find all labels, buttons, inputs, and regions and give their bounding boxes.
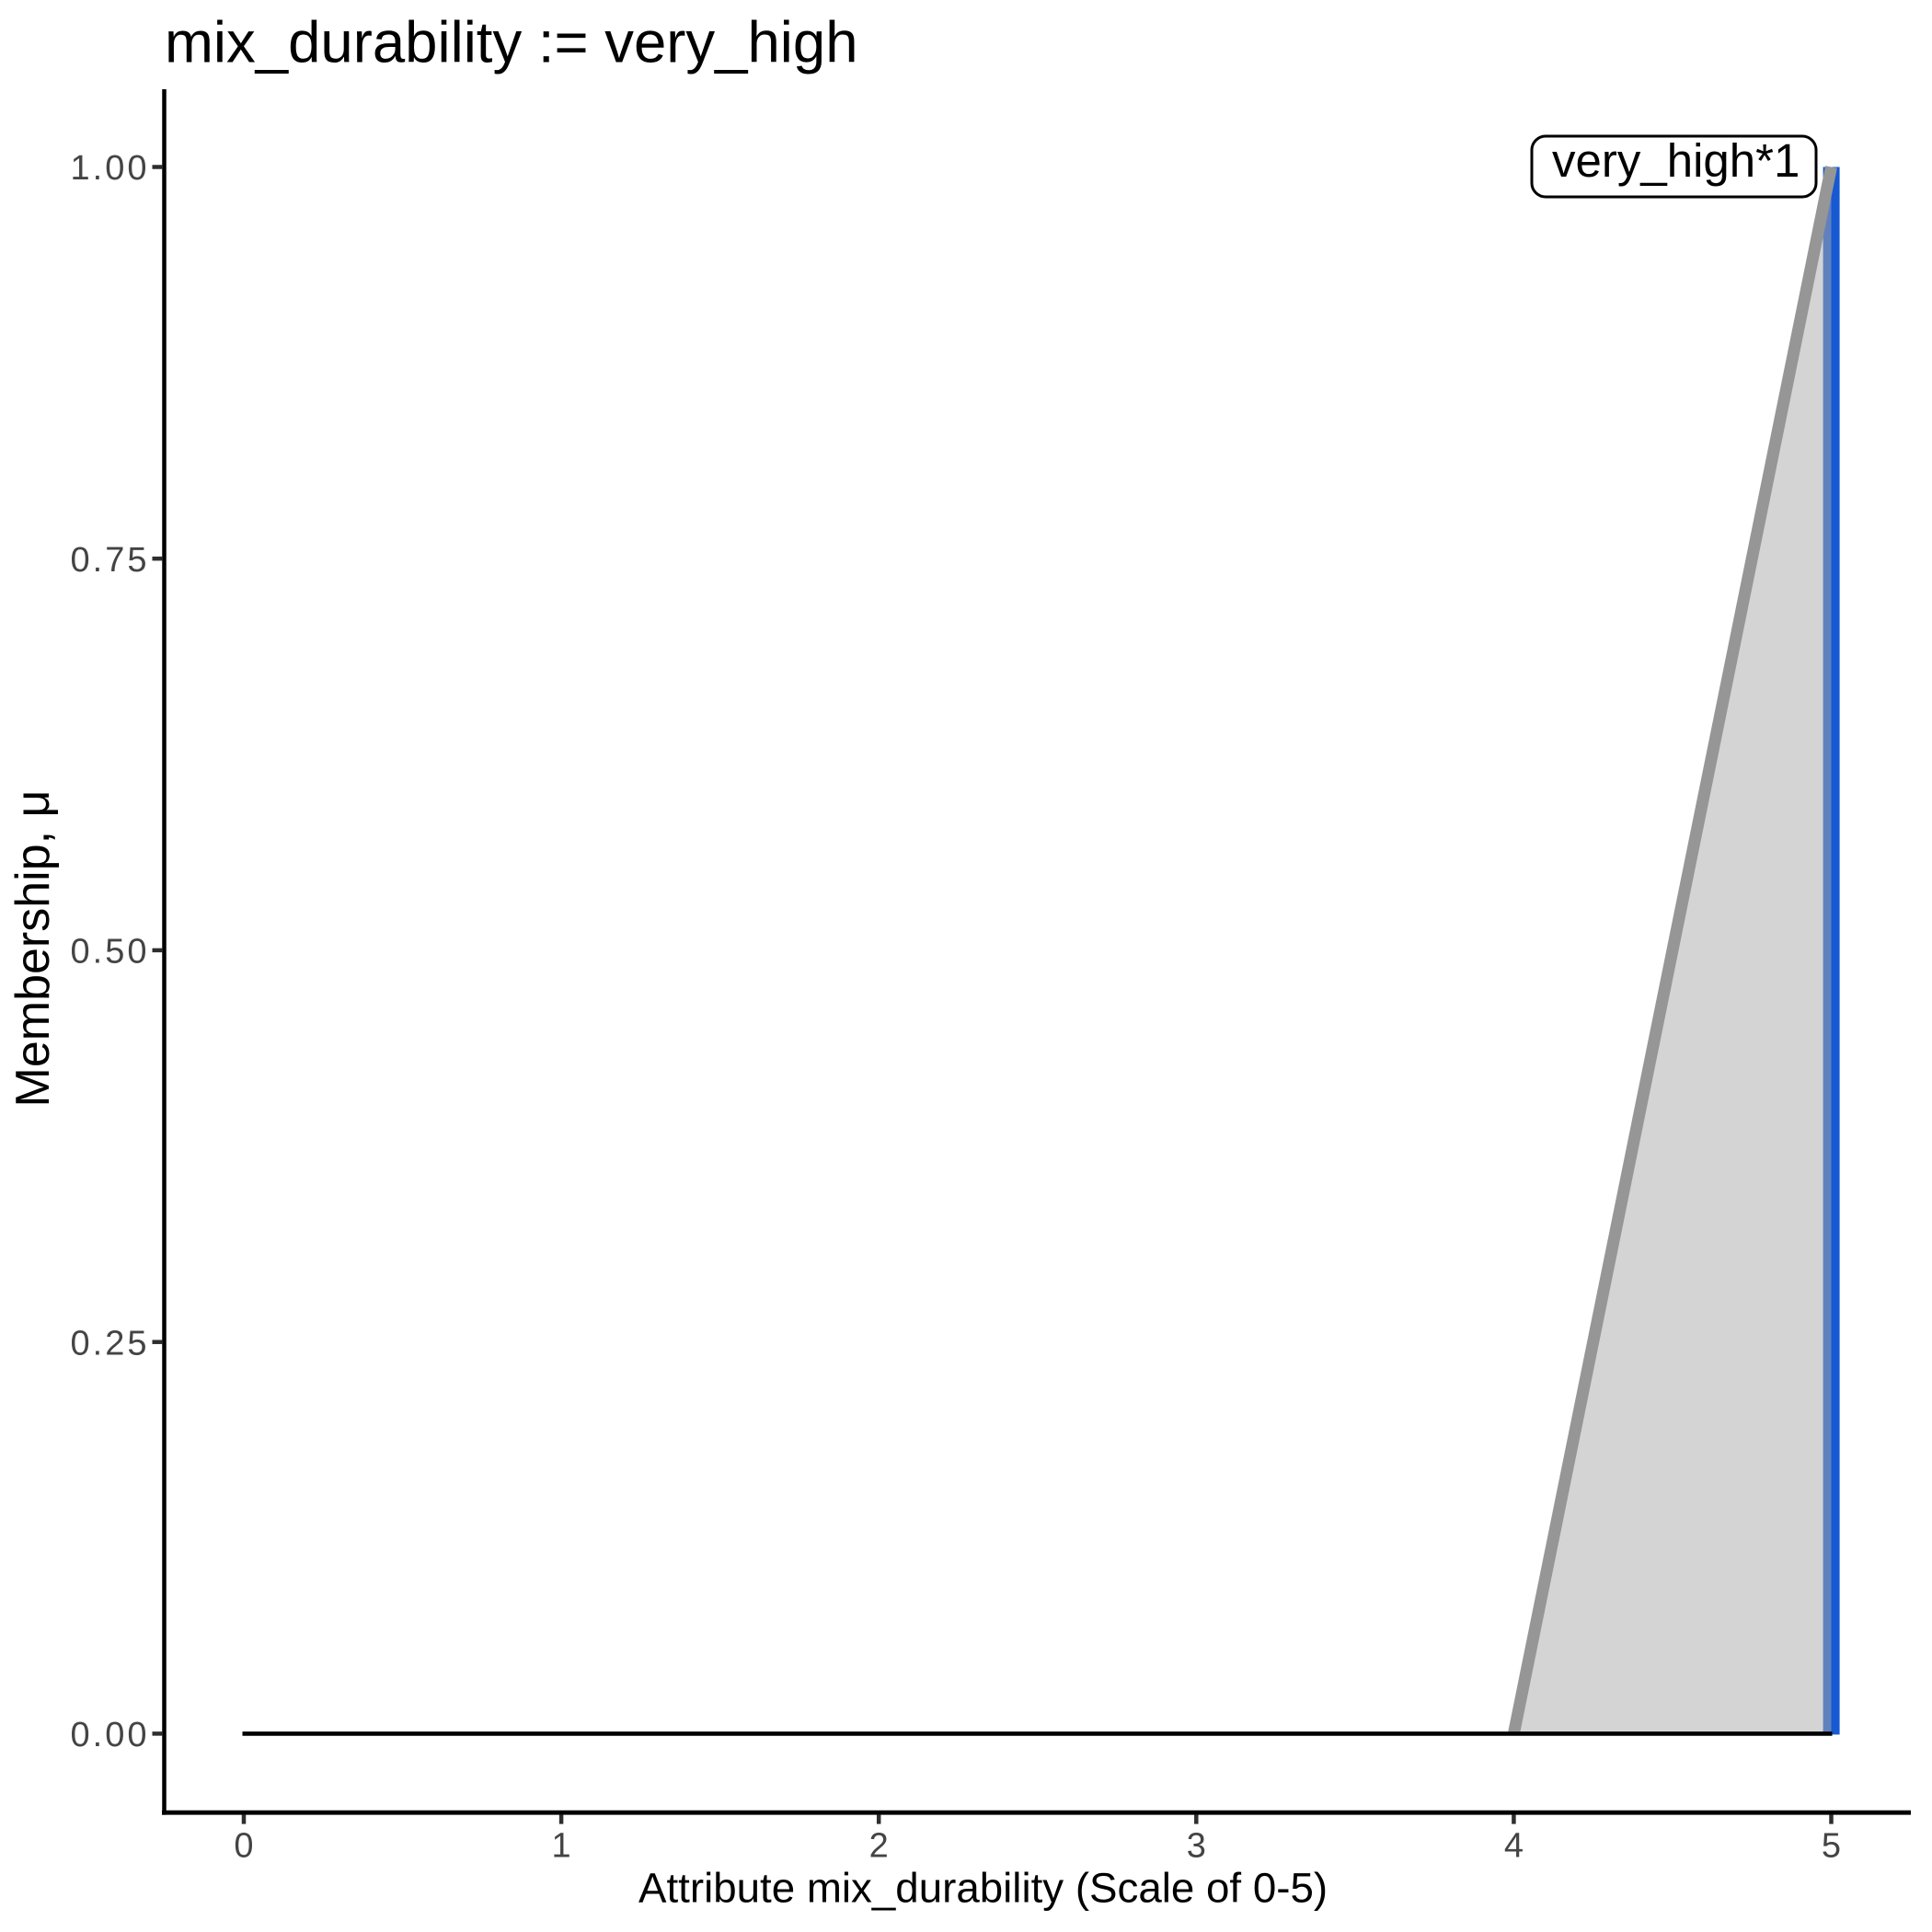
svg-text:0.75: 0.75	[71, 541, 150, 580]
svg-text:4: 4	[1504, 1826, 1524, 1865]
svg-text:Membership, μ: Membership, μ	[6, 790, 60, 1108]
svg-text:1: 1	[552, 1826, 571, 1865]
svg-text:5: 5	[1822, 1826, 1841, 1865]
svg-text:2: 2	[869, 1826, 889, 1865]
svg-text:1.00: 1.00	[71, 149, 150, 188]
svg-text:0.00: 0.00	[71, 1716, 150, 1754]
svg-text:0.25: 0.25	[71, 1324, 150, 1363]
svg-text:mix_durability := very_high: mix_durability := very_high	[165, 11, 858, 75]
svg-text:3: 3	[1187, 1826, 1206, 1865]
svg-text:0: 0	[234, 1826, 253, 1865]
svg-text:0.50: 0.50	[71, 933, 150, 972]
svg-text:very_high*1: very_high*1	[1552, 134, 1800, 187]
svg-text:Attribute mix_durability (Scal: Attribute mix_durability (Scale of 0-5)	[638, 1864, 1328, 1911]
